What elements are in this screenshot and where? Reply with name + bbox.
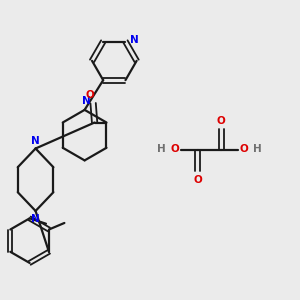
Text: H: H [157,143,166,154]
Text: O: O [193,175,202,185]
Text: N: N [82,96,91,106]
Text: O: O [86,90,94,100]
Text: O: O [217,116,226,126]
Text: N: N [31,214,40,224]
Text: N: N [31,136,40,146]
Text: H: H [253,143,262,154]
Text: O: O [240,143,248,154]
Text: N: N [130,35,139,45]
Text: O: O [170,143,179,154]
